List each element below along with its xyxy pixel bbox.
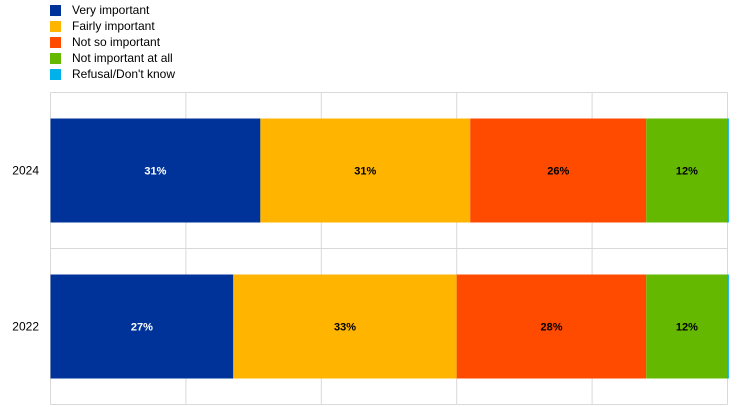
legend-label: Very important <box>72 3 150 17</box>
legend-label: Fairly important <box>72 19 155 33</box>
bar-segment <box>646 118 728 223</box>
category-label: 2022 <box>12 320 39 334</box>
legend-swatch <box>50 68 61 80</box>
data-label: 12% <box>676 166 698 178</box>
bar-segment <box>260 118 471 223</box>
category-label: 2024 <box>12 164 39 178</box>
bar-segment <box>727 274 729 379</box>
bar-segment <box>470 118 647 223</box>
data-label: 26% <box>547 166 569 178</box>
legend: Very important Fairly important Not so imp… <box>50 2 175 82</box>
bar-segment <box>50 118 261 223</box>
legend-swatch <box>50 52 61 64</box>
legend-swatch <box>50 20 61 32</box>
data-label: 31% <box>144 166 166 178</box>
legend-item: Very important <box>50 2 175 18</box>
legend-item: Fairly important <box>50 18 175 34</box>
legend-label: Not important at all <box>72 51 173 65</box>
bar-segment <box>646 274 728 379</box>
legend-item: Not important at all <box>50 50 175 66</box>
data-label: 33% <box>334 322 356 334</box>
legend-swatch <box>50 36 61 48</box>
legend-label: Refusal/Don't know <box>72 67 176 81</box>
legend-label: Not so important <box>72 35 161 49</box>
data-label: 31% <box>354 166 376 178</box>
bar-segment <box>456 274 647 379</box>
bar-segment <box>727 118 729 223</box>
data-label: 27% <box>131 322 153 334</box>
data-label: 12% <box>676 322 698 334</box>
legend-swatch <box>50 4 61 16</box>
legend-item: Not so important <box>50 34 175 50</box>
bar-segment <box>233 274 457 379</box>
bar-segment <box>50 274 234 379</box>
data-label: 28% <box>540 322 562 334</box>
legend-item: Refusal/Don't know <box>50 66 175 82</box>
